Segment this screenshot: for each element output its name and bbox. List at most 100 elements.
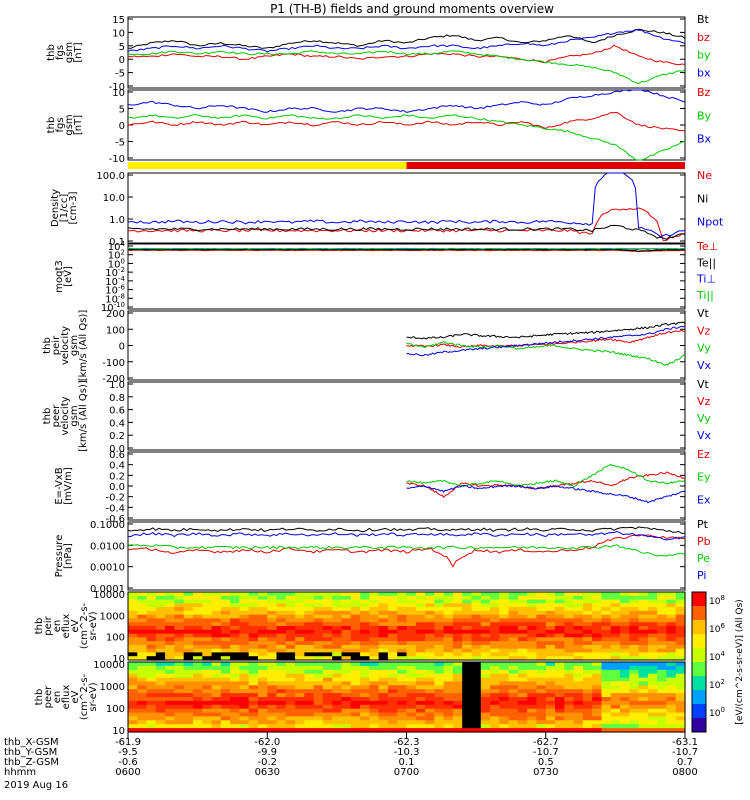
spectro-cell (601, 622, 612, 627)
spectro-cell (239, 622, 250, 627)
spectro-cell (193, 603, 203, 608)
spectro-cell (230, 700, 240, 706)
x-value: -0.2 (258, 757, 278, 768)
spectro-cell (211, 599, 222, 604)
spectro-cell (415, 662, 426, 667)
spectro-cell (517, 673, 528, 679)
spectro-cell (638, 637, 649, 642)
spectro-cell (258, 599, 268, 604)
spectro-cell (350, 607, 361, 612)
spectro-cell (666, 633, 677, 638)
spectro-cell (155, 644, 166, 650)
spectro-cell (601, 599, 612, 604)
spectro-cell (267, 689, 278, 694)
spectro-cell (462, 656, 473, 661)
spectro-cell (555, 637, 565, 642)
spectro-cell (564, 724, 575, 729)
spectro-cell (285, 622, 296, 627)
spectro-cell (536, 599, 547, 604)
spectro-cell (332, 626, 343, 631)
y-tick-label: 100 (106, 325, 125, 336)
spectro-cell (462, 685, 473, 690)
spectro-cell (258, 704, 268, 710)
spectro-cell (620, 603, 630, 608)
spectro-cell (211, 644, 222, 650)
spectro-cell (155, 662, 166, 667)
spectro-cell (638, 652, 649, 657)
spectro-cell (601, 648, 612, 654)
spectro-cell (629, 637, 640, 642)
spectro-cell (601, 629, 612, 635)
spectro-cell (647, 603, 658, 608)
spectro-cell (601, 665, 612, 671)
x-row-label: thb_X-GSM (4, 737, 59, 748)
y-tick-label: 1000 (100, 611, 125, 622)
spectro-cell (267, 622, 278, 627)
spectro-cell (313, 610, 324, 616)
spectro-cell (620, 633, 630, 638)
spectro-cell (666, 685, 677, 690)
spectro-cell (508, 618, 519, 623)
spectro-cell (397, 681, 408, 686)
spectro-cell (276, 592, 287, 597)
spectro-cell (490, 656, 500, 661)
spectro-cell (285, 720, 296, 725)
spectro-cell (425, 720, 435, 725)
spectro-cell (387, 724, 398, 729)
spectro-cell (397, 595, 408, 601)
spectro-cell (248, 681, 259, 686)
spectro-cell (610, 708, 621, 714)
spectro-cell (155, 648, 166, 654)
spectro-cell (174, 712, 185, 718)
spectro-cell (248, 662, 259, 667)
spectro-cell (211, 728, 222, 733)
y-axis-label: thb (34, 689, 45, 706)
spectro-cell (267, 665, 278, 671)
spectro-cell (137, 685, 148, 690)
spectro-cell (128, 708, 138, 714)
spectro-cell (490, 595, 500, 601)
spectro-cell (592, 681, 603, 686)
spectro-cell (183, 618, 194, 623)
spectro-cell (332, 656, 343, 661)
spectro-cell (341, 716, 352, 721)
spectro-cell (499, 622, 510, 627)
spectro-cell (174, 669, 185, 675)
spectro-cell (620, 708, 630, 714)
spectro-cell (285, 708, 296, 714)
spectro-cell (666, 720, 677, 725)
y-tick-label: 0.2 (109, 471, 125, 482)
spectro-cell (601, 656, 612, 661)
spectro-cell (517, 633, 528, 638)
spectro-cell (360, 724, 370, 729)
spectro-cell (258, 689, 268, 694)
spectro-cell (610, 637, 621, 642)
spectro-cell (211, 633, 222, 638)
spectro-cell (601, 644, 612, 650)
spectro-cell (425, 599, 435, 604)
spectro-cell (202, 648, 213, 654)
series-vy (406, 341, 686, 366)
spectro-cell (536, 677, 547, 683)
spectro-cell (564, 652, 575, 657)
colorbar-step (692, 606, 706, 621)
spectro-cell (406, 693, 417, 698)
spectro-cell (285, 669, 296, 675)
spectro-cell (434, 708, 445, 714)
spectro-cell (527, 673, 538, 679)
spectro-cell (601, 633, 612, 638)
spectro-cell (573, 677, 584, 683)
spectro-cell (276, 665, 287, 671)
spectro-cell (545, 599, 556, 604)
spectro-cell (657, 592, 667, 597)
spectro-cell (555, 681, 565, 686)
spectro-cell (230, 693, 240, 698)
spectro-cell (415, 626, 426, 631)
spectro-cell (230, 720, 240, 725)
spectro-cell (480, 656, 491, 661)
spectro-cell (517, 641, 528, 646)
spectro-cell (387, 728, 398, 733)
spectro-cell (601, 685, 612, 690)
spectro-cell (647, 708, 658, 714)
